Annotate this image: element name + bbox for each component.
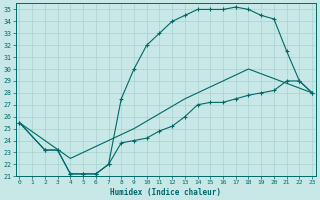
X-axis label: Humidex (Indice chaleur): Humidex (Indice chaleur) [110, 188, 221, 197]
